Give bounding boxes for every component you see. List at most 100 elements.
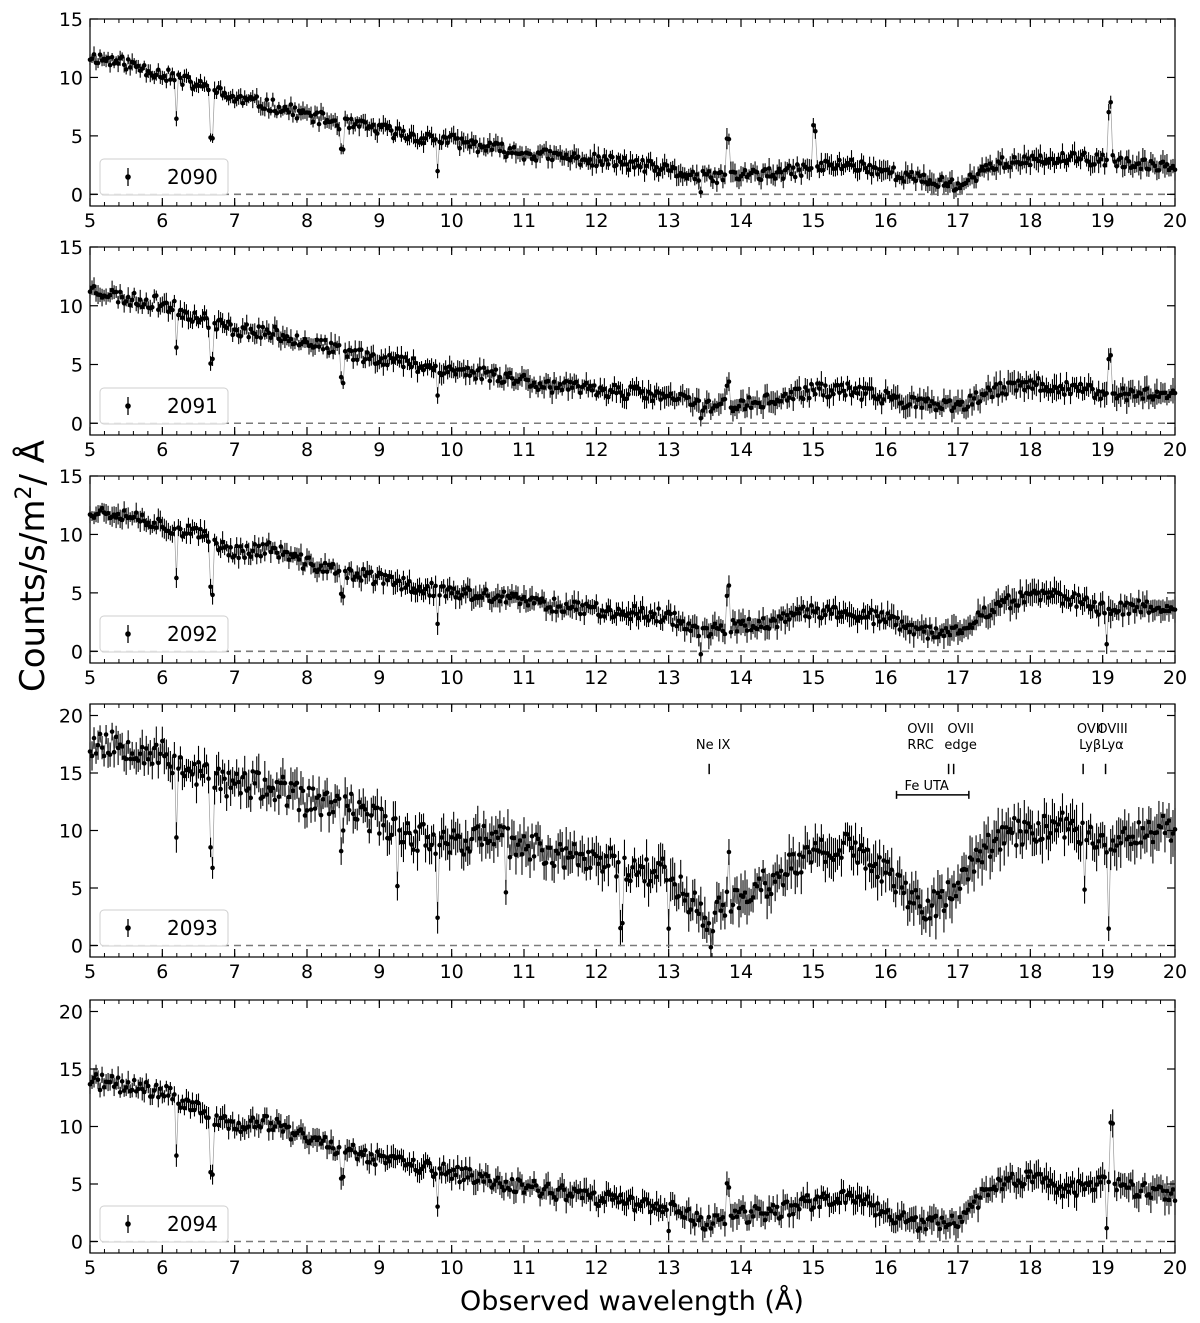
data-point [350,357,356,363]
data-point [1046,595,1051,600]
data-point [1094,152,1099,157]
data-point [676,893,682,899]
data-point [1168,838,1174,843]
data-point [553,609,559,615]
data-point [300,566,306,571]
data-point [368,569,374,575]
data-point [895,394,901,399]
data-point [754,626,760,632]
data-point [529,595,535,601]
data-point [1050,156,1055,162]
data-point [901,890,907,896]
data-point [413,829,418,834]
data-point [973,178,979,184]
data-point [654,619,659,624]
data-point [1154,830,1160,835]
data-point [899,400,905,405]
data-point [256,543,262,549]
data-point [93,751,99,756]
data-point [234,327,239,333]
data-point [125,294,131,300]
data-point [1007,605,1013,611]
y-tick-label: 5 [71,355,83,377]
data-point [772,879,778,885]
data-point [714,180,720,186]
data-point [873,165,878,171]
x-tick-label: 14 [729,667,753,689]
data-point [598,614,603,619]
data-point [523,598,529,604]
data-point [883,870,888,876]
data-point [280,332,286,338]
data-point [933,407,939,413]
data-point [706,169,712,174]
data-point [722,172,728,178]
data-point [993,166,999,172]
y-tick-label: 0 [71,641,83,663]
data-point [507,145,513,151]
data-point [178,307,183,313]
data-point [690,169,696,175]
data-point [1170,163,1176,169]
data-point [352,348,358,353]
data-point [463,838,469,844]
data-point [581,611,587,617]
data-point [1098,396,1103,402]
data-point [841,388,846,394]
data-point [774,871,780,876]
data-point [240,774,246,780]
data-point [459,136,465,141]
data-point [541,599,547,604]
data-point [1134,393,1140,399]
data-point [256,324,262,329]
data-point [770,172,776,178]
legend-marker [125,174,131,180]
data-point [196,83,201,89]
data-point [1118,392,1124,398]
data-point [491,841,497,847]
data-point [154,72,159,78]
data-point [507,595,513,601]
data-point [1070,594,1075,600]
data-point [778,398,784,404]
data-point [417,584,422,590]
data-point [260,794,266,800]
data-point [780,176,786,182]
data-point [292,105,298,110]
data-point [1118,600,1124,605]
data-point [1026,385,1031,390]
data-point [788,171,794,177]
data-point [296,557,302,562]
data-point [865,614,870,620]
data-point [320,796,326,802]
data-point [495,593,501,598]
data-point [200,534,205,539]
data-point [939,406,945,412]
data-point [596,390,601,395]
data-point [1074,384,1079,390]
data-point [1078,841,1083,846]
data-point [174,575,179,581]
data-point [955,181,961,186]
data-point [626,167,631,173]
data-point [395,883,400,889]
data-point [192,761,197,767]
data-point [620,920,625,926]
x-tick-label: 20 [1163,439,1187,461]
data-point [796,167,802,173]
data-point [437,842,442,848]
data-point [782,391,788,397]
data-point [559,847,565,853]
data-point [137,519,143,524]
data-point [131,290,137,296]
data-point [764,173,770,179]
data-point [477,366,483,371]
data-point [919,179,925,185]
data-point [571,599,577,605]
data-point [1112,159,1118,164]
data-point [782,619,788,625]
data-point [794,871,800,876]
data-point [923,624,929,629]
data-point [800,854,806,859]
data-point [676,396,682,402]
